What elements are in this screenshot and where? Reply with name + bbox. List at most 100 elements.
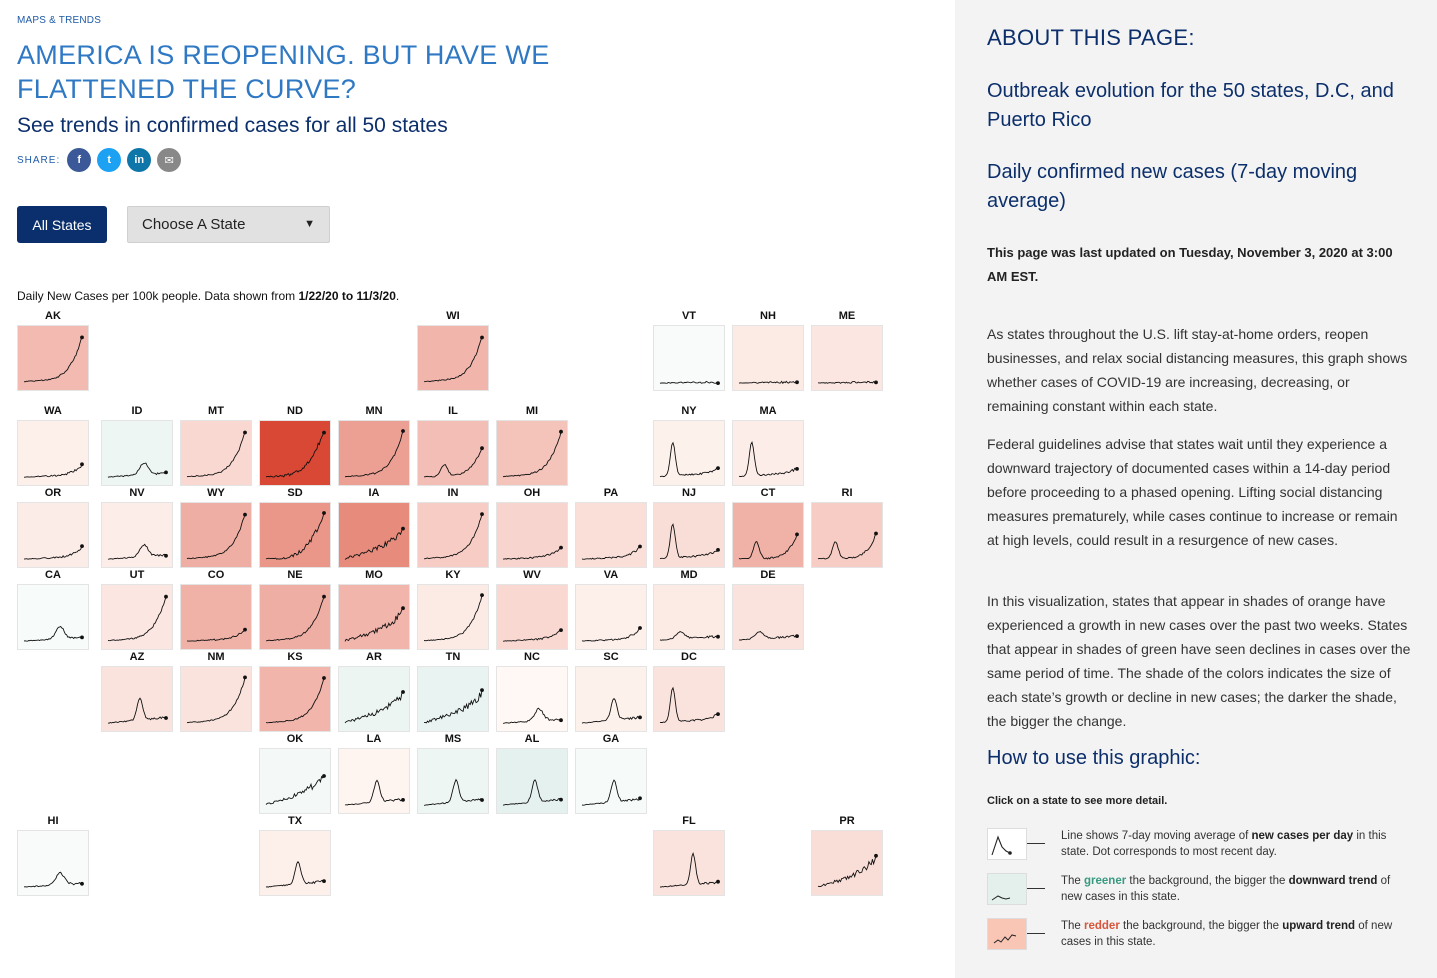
state-tile-ny[interactable]: NY: [653, 405, 725, 491]
state-sparkline: [344, 690, 405, 724]
state-tile-mt[interactable]: MT: [180, 405, 252, 491]
sparkline-latest-dot: [480, 335, 484, 340]
state-sparkline: [344, 606, 405, 642]
state-tile-mo[interactable]: MO: [338, 569, 410, 655]
state-label: NC: [524, 651, 540, 663]
state-tile-ma[interactable]: MA: [732, 405, 804, 491]
sparkline-latest-dot: [164, 470, 168, 475]
state-tile-va[interactable]: VA: [575, 569, 647, 655]
state-tile-md[interactable]: MD: [653, 569, 725, 655]
linkedin-icon[interactable]: in: [127, 148, 152, 172]
legend-arrow: [1027, 888, 1045, 889]
state-sparkline: [817, 853, 878, 888]
state-label: AR: [366, 651, 382, 663]
state-tile-ri[interactable]: RI: [811, 487, 883, 573]
state-tile-nc[interactable]: NC: [496, 651, 568, 737]
sparkline-line: [424, 690, 483, 724]
sparkline-latest-dot: [401, 690, 405, 694]
state-tile-la[interactable]: LA: [338, 733, 410, 819]
state-sparkline-box: [180, 420, 252, 486]
sparkline-line: [817, 380, 877, 384]
state-tile-al[interactable]: AL: [496, 733, 568, 819]
state-sparkline: [581, 626, 642, 642]
state-sparkline-box: [17, 830, 89, 896]
state-tile-il[interactable]: IL: [417, 405, 489, 491]
sparkline-latest-dot: [559, 429, 563, 434]
sparkline-line: [659, 441, 719, 478]
state-label: MN: [365, 405, 383, 417]
sparkline-latest-dot: [795, 380, 799, 385]
state-tile-mn[interactable]: MN: [338, 405, 410, 491]
sparkline-latest-dot: [243, 430, 247, 435]
sparkline-latest-dot: [480, 688, 484, 692]
state-tile-co[interactable]: CO: [180, 569, 252, 655]
state-tile-me[interactable]: ME: [811, 310, 883, 396]
state-tile-oh[interactable]: OH: [496, 487, 568, 573]
section-kicker[interactable]: MAPS & TRENDS: [17, 15, 102, 26]
state-tile-or[interactable]: OR: [17, 487, 89, 573]
state-tile-ok[interactable]: OK: [259, 733, 331, 819]
state-tile-ca[interactable]: CA: [17, 569, 89, 655]
state-label: MI: [525, 405, 539, 417]
state-tile-ia[interactable]: IA: [338, 487, 410, 573]
sparkline-line: [502, 779, 562, 806]
email-icon[interactable]: ✉: [157, 148, 182, 172]
state-tile-tx[interactable]: TX: [259, 815, 331, 901]
sparkline-latest-dot: [401, 429, 405, 433]
state-tile-ut[interactable]: UT: [101, 569, 173, 655]
about-heading: ABOUT THIS PAGE:: [987, 25, 1195, 50]
state-tile-nv[interactable]: NV: [101, 487, 173, 573]
state-tile-nm[interactable]: NM: [180, 651, 252, 737]
state-tile-ne[interactable]: NE: [259, 569, 331, 655]
state-tile-ct[interactable]: CT: [732, 487, 804, 573]
state-tile-nd[interactable]: ND: [259, 405, 331, 491]
state-tile-pr[interactable]: PR: [811, 815, 883, 901]
sparkline-latest-dot: [322, 774, 326, 778]
state-tile-fl[interactable]: FL: [653, 815, 725, 901]
state-tile-wi[interactable]: WI: [417, 310, 489, 396]
all-states-button[interactable]: All States: [17, 206, 107, 243]
twitter-icon[interactable]: t: [97, 148, 122, 172]
state-label: NM: [207, 651, 225, 663]
state-tile-in[interactable]: IN: [417, 487, 489, 573]
state-tile-ks[interactable]: KS: [259, 651, 331, 737]
facebook-icon[interactable]: f: [67, 148, 92, 172]
state-tile-ms[interactable]: MS: [417, 733, 489, 819]
state-tile-ar[interactable]: AR: [338, 651, 410, 737]
state-label: MT: [208, 405, 224, 417]
state-tile-sc[interactable]: SC: [575, 651, 647, 737]
sparkline-line: [423, 513, 483, 560]
state-sparkline-box: [259, 584, 331, 650]
state-sparkline-box: [811, 830, 883, 896]
state-tile-ga[interactable]: GA: [575, 733, 647, 819]
state-tile-sd[interactable]: SD: [259, 487, 331, 573]
state-tile-wa[interactable]: WA: [17, 405, 89, 491]
sparkline-latest-dot: [322, 430, 326, 435]
state-sparkline: [265, 430, 326, 478]
state-tile-wv[interactable]: WV: [496, 569, 568, 655]
state-tile-tn[interactable]: TN: [417, 651, 489, 737]
state-tile-az[interactable]: AZ: [101, 651, 173, 737]
state-tile-mi[interactable]: MI: [496, 405, 568, 491]
sparkline-line: [502, 431, 562, 478]
state-label: KS: [287, 651, 303, 663]
state-tile-ak[interactable]: AK: [17, 310, 89, 396]
sparkline-line: [265, 596, 325, 642]
state-tile-pa[interactable]: PA: [575, 487, 647, 573]
state-label: RI: [841, 487, 853, 499]
state-label: IL: [448, 405, 458, 417]
state-tile-de[interactable]: DE: [732, 569, 804, 655]
state-tile-ky[interactable]: KY: [417, 569, 489, 655]
state-tile-id[interactable]: ID: [101, 405, 173, 491]
sparkline-latest-dot: [243, 627, 247, 632]
state-tile-wy[interactable]: WY: [180, 487, 252, 573]
state-label: DE: [760, 569, 776, 581]
state-tile-nh[interactable]: NH: [732, 310, 804, 396]
sparkline-line: [265, 512, 325, 560]
choose-state-select[interactable]: Choose A State ▼: [127, 206, 330, 243]
state-tile-nj[interactable]: NJ: [653, 487, 725, 573]
state-tile-vt[interactable]: VT: [653, 310, 725, 396]
state-tile-dc[interactable]: DC: [653, 651, 725, 737]
state-sparkline: [23, 335, 84, 383]
state-tile-hi[interactable]: HI: [17, 815, 89, 901]
